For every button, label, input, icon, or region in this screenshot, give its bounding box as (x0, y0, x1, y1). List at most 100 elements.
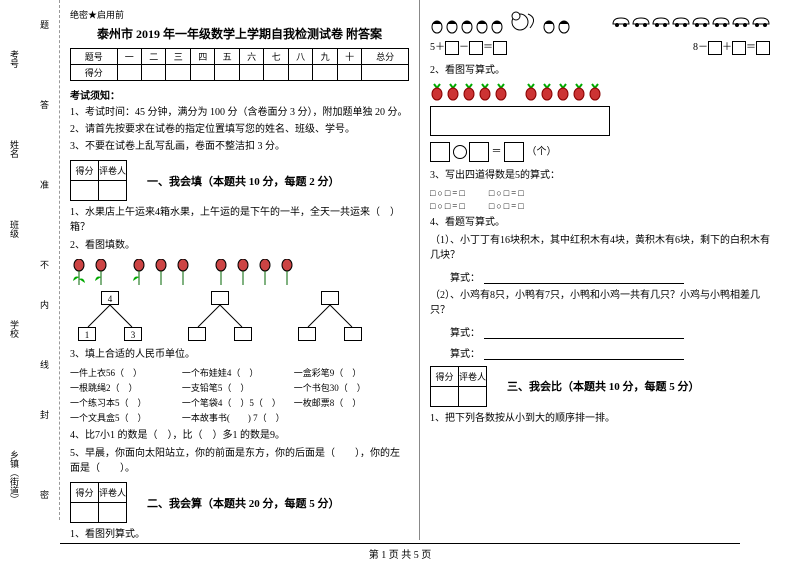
calc-line: 算式： (450, 269, 770, 284)
rmb-item: 一本故事书( ) 7（ ） (182, 411, 294, 424)
dash-label: 准 (38, 180, 51, 189)
q1-1: 1、水果店上午运来4箱水果，上午运的是下午的一半，全天一共运来（ ）箱？ (70, 205, 409, 235)
score-label: 得分 (431, 366, 459, 386)
tree-right: 3 (124, 327, 142, 341)
calc-label: 算式： (450, 328, 480, 339)
section-2-head: 得分评卷人 二、我会算（本题共 20 分，每题 5 分） (70, 482, 409, 523)
tree-diagrams: 4 1 3 (70, 291, 409, 341)
notice-item: 2、请首先按要求在试卷的指定位置填写您的姓名、班级、学号。 (70, 123, 409, 137)
score-col: 总分 (362, 49, 409, 65)
q1-2: 2、看图填数。 (70, 238, 409, 253)
rmb-item: 一盒彩笔9（ ） (294, 366, 406, 379)
q-right-3: 3、写出四道得数是5的算式： (430, 168, 770, 183)
grader-label: 评卷人 (99, 483, 127, 503)
rmb-item: 一枚邮票8（ ） (294, 396, 406, 409)
q-right-4-2: （2）、小鸡有8只，小鸭有7只，小鸭和小鸡一共有几只？小鸡与小鸭相差几只？ (430, 288, 770, 318)
q1-3-title: 3、填上合适的人民币单位。 (70, 347, 409, 362)
rmb-item: 一个布娃娃4（ ） (182, 366, 294, 379)
notice-item: 3、不要在试卷上乱写乱画，卷面不整洁扣 3 分。 (70, 140, 409, 154)
expr-text: ＋ (722, 42, 732, 53)
rmb-item: 一根跳绳2（ ） (70, 381, 182, 394)
tree-2 (180, 291, 260, 341)
tree-1: 4 1 3 (70, 291, 150, 341)
calc-line: 算式： (450, 345, 770, 360)
q2-1: 1、看图列算式。 (70, 527, 409, 542)
dots-row: □○□=□ □○□=□ (430, 186, 770, 199)
score-col: 六 (239, 49, 263, 65)
exam-title: 泰州市 2019 年一年级数学上学期自我检测试卷 附答案 (70, 25, 409, 42)
page-number: 第 1 页 共 5 页 (369, 550, 432, 561)
side-field-name: 姓名 (8, 140, 21, 158)
rmb-item: 一个文具盒5（ ） (70, 411, 182, 424)
q3-1: 1、把下列各数按从小到大的顺序排一排。 (430, 411, 770, 426)
section-1-head: 得分评卷人 一、我会填（本题共 10 分，每题 2 分） (70, 160, 409, 201)
radish-figure (430, 82, 770, 102)
expr-text: － (459, 42, 469, 53)
nut-icon (430, 16, 444, 34)
unit-text: （个） (527, 146, 557, 157)
score-col: 二 (141, 49, 165, 65)
section-3-title: 三、我会比（本题共 10 分，每题 5 分） (507, 378, 700, 394)
radish-icon (430, 82, 444, 102)
q1-5: 5、早晨，你面向太阳站立，你的前面是东方，你的后面是（ ），你的左面是（ ）。 (70, 446, 409, 476)
left-column: 绝密★启用前 泰州市 2019 年一年级数学上学期自我检测试卷 附答案 题号一二… (60, 0, 420, 540)
notice-item: 1、考试时间：45 分钟，满分为 100 分（含卷面分 3 分），附加题单独 2… (70, 106, 409, 120)
score-col: 十 (337, 49, 361, 65)
score-row2-label: 得分 (71, 65, 118, 81)
expr-2: 8－ ＋ ＝ (693, 38, 770, 55)
tree-top: 4 (101, 291, 119, 305)
score-col: 三 (166, 49, 190, 65)
section-3-head: 得分评卷人 三、我会比（本题共 10 分，每题 5 分） (430, 366, 770, 407)
dash-label: 不 (38, 260, 51, 269)
expr-text: 8－ (693, 42, 708, 53)
dash-label: 内 (38, 300, 51, 309)
calc-label: 算式： (450, 273, 480, 284)
side-field-class: 班级 (8, 220, 21, 238)
rmb-item: 一支铅笔5（ ） (182, 381, 294, 394)
score-col: 五 (215, 49, 239, 65)
score-label: 得分 (71, 483, 99, 503)
rmb-item: 一个练习本5（ ） (70, 396, 182, 409)
binding-margin: 题 考号 答 姓名 准 班级 不 内 学校 线 封 乡镇（街道） 密 (0, 0, 60, 520)
rmb-item: 一个书包30（ ） (294, 381, 406, 394)
score-col: 题号 (71, 49, 118, 65)
right-column: 5＋－＝ 8－＋＝ 2、看图写算式。 (420, 0, 780, 540)
rmb-items: 一件上衣56（ ） 一个布娃娃4（ ） 一盒彩笔9（ ） 一根跳绳2（ ） 一支… (70, 365, 409, 425)
dots-row: □○□=□ □○□=□ (430, 199, 770, 212)
expr-text: ＝ (746, 42, 756, 53)
calc-line: 算式： (450, 324, 770, 339)
grader-label: 评卷人 (459, 366, 487, 386)
q1-4: 4、比7小1 的数是（ ），比（ ）多1 的数是9。 (70, 428, 409, 443)
dash-label: 题 (38, 20, 51, 29)
rmb-item: 一个笔袋4（ ）5（ ） (182, 396, 294, 409)
notice-title: 考试须知： (70, 87, 409, 102)
squirrel-icon (508, 8, 538, 34)
dash-label: 答 (38, 100, 51, 109)
side-field-id: 考号 (8, 50, 21, 68)
q-right-4-1: （1）、小丁丁有16块积木，其中红积木有4块，黄积木有6块，剩下的白积木有几块？ (430, 233, 770, 263)
secret-label: 绝密★启用前 (70, 8, 409, 21)
score-label: 得分 (71, 161, 99, 181)
score-col: 四 (190, 49, 214, 65)
cars-icon (612, 14, 770, 28)
flowers-figure (70, 259, 409, 285)
section-2-title: 二、我会算（本题共 20 分，每题 5 分） (147, 495, 340, 511)
side-field-school: 学校 (8, 320, 21, 338)
tree-left: 1 (78, 327, 96, 341)
dash-label: 密 (38, 490, 51, 499)
notice-list: 1、考试时间：45 分钟，满分为 100 分（含卷面分 3 分），附加题单独 2… (70, 106, 409, 154)
side-field-town: 乡镇（街道） (8, 450, 21, 504)
calc-label: 算式： (450, 349, 480, 360)
section-1-title: 一、我会填（本题共 10 分，每题 2 分） (147, 173, 340, 189)
tree-3 (290, 291, 370, 341)
score-col: 八 (288, 49, 312, 65)
score-table: 题号一二三四五六七八九十总分 得分 (70, 48, 409, 81)
expr-text: 5＋ (430, 42, 445, 53)
expr-text: ＝ (483, 42, 493, 53)
q-right-4: 4、看题写算式。 (430, 215, 770, 230)
dashed-workbox (430, 106, 610, 136)
expr-1: 5＋ － ＝ (430, 38, 507, 55)
score-col: 七 (264, 49, 288, 65)
dash-label: 封 (38, 410, 51, 419)
score-col: 九 (313, 49, 337, 65)
